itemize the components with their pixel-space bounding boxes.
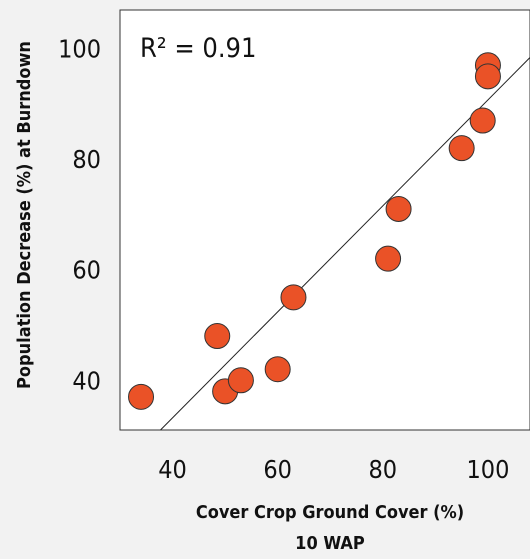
data-point-12	[474, 63, 501, 90]
trend-line	[160, 57, 530, 431]
y-tick-label-40: 40	[72, 366, 101, 395]
x-tick-label-40: 40	[158, 455, 187, 484]
plot-area	[119, 9, 530, 431]
data-point-7	[375, 245, 402, 272]
x-axis-subtitle: 10 WAP	[295, 533, 365, 554]
data-point-9	[448, 135, 475, 162]
y-tick-label-80: 80	[72, 145, 101, 174]
data-point-1	[128, 383, 155, 410]
data-point-8	[385, 195, 412, 222]
y-tick-label-60: 60	[72, 256, 101, 285]
x-tick-label-80: 80	[369, 455, 398, 484]
y-axis-title: Population Decrease (%) at Burndown	[14, 41, 35, 389]
data-point-5	[264, 356, 291, 383]
x-tick-label-60: 60	[263, 455, 292, 484]
y-tick-labels: 40 60 80 100	[58, 35, 101, 396]
x-tick-labels: 40 60 80 100	[158, 455, 509, 484]
data-point-2	[204, 323, 231, 350]
data-point-10	[469, 107, 496, 134]
r-squared-annotation: R² = 0.91	[140, 33, 256, 64]
data-points	[128, 52, 501, 410]
data-point-6	[280, 284, 307, 311]
x-tick-label-100: 100	[466, 455, 509, 484]
data-point-4	[227, 367, 254, 394]
y-tick-label-100: 100	[58, 35, 101, 64]
x-axis-title: Cover Crop Ground Cover (%)	[196, 502, 464, 523]
